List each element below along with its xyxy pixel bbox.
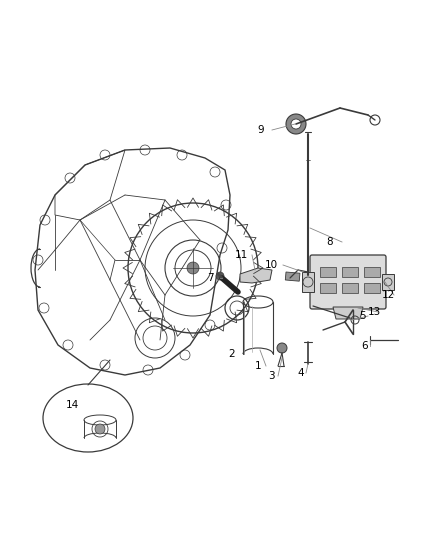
Text: 7: 7 <box>207 273 213 283</box>
Bar <box>285 272 300 281</box>
Bar <box>342 267 358 277</box>
Circle shape <box>216 272 224 280</box>
Text: 1: 1 <box>254 361 261 371</box>
Bar <box>302 272 314 292</box>
Text: 6: 6 <box>362 341 368 351</box>
FancyBboxPatch shape <box>310 255 386 309</box>
Text: 3: 3 <box>268 371 274 381</box>
Text: 11: 11 <box>234 250 247 260</box>
Text: 13: 13 <box>367 307 381 317</box>
Text: 12: 12 <box>381 290 395 300</box>
Circle shape <box>95 424 105 434</box>
Polygon shape <box>240 268 272 283</box>
Polygon shape <box>333 307 363 319</box>
Circle shape <box>286 114 306 134</box>
Circle shape <box>187 262 199 274</box>
Text: 5: 5 <box>359 311 365 321</box>
Text: 14: 14 <box>65 400 79 410</box>
Bar <box>364 283 380 293</box>
Text: 8: 8 <box>327 237 333 247</box>
Bar <box>382 274 394 290</box>
Text: 2: 2 <box>229 349 235 359</box>
Text: 4: 4 <box>298 368 304 378</box>
Text: 10: 10 <box>265 260 278 270</box>
Circle shape <box>291 119 301 129</box>
Bar <box>320 267 336 277</box>
Text: 9: 9 <box>258 125 264 135</box>
Bar <box>320 283 336 293</box>
Bar <box>364 267 380 277</box>
Circle shape <box>277 343 287 353</box>
Bar <box>342 283 358 293</box>
